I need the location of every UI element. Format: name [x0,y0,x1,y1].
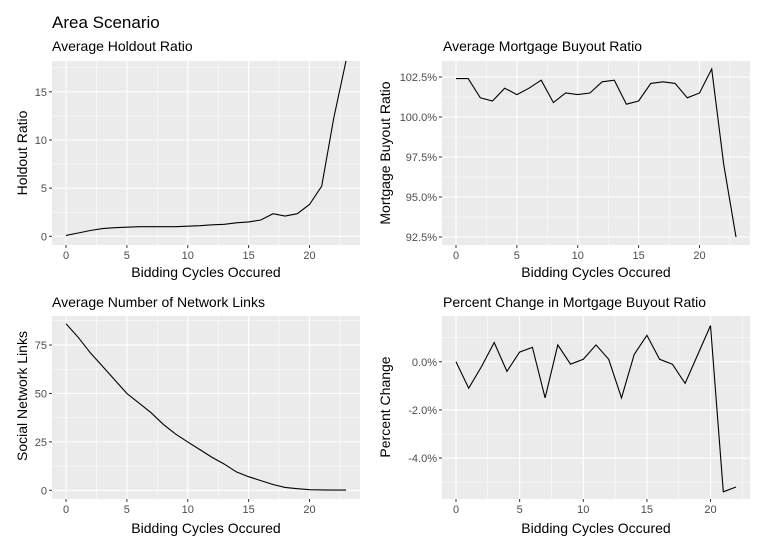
x-tick-label: 0 [453,504,459,516]
x-axis-title: Bidding Cycles Occured [521,264,670,280]
x-tick-label: 20 [303,504,315,516]
y-axis-title: Social Network Links [14,331,30,461]
y-tick-label: 0.0% [412,357,437,369]
series-line [65,60,347,236]
panel-title: Average Number of Network Links [52,294,265,310]
x-tick-label: 20 [303,250,315,262]
chart-panel-2: 0 5 10 15 20 92.5% 95.0% 97.5% 100.0% 102.5% Avera… [377,38,750,280]
x-tick-label: 15 [242,504,254,516]
x-axis-title: Bidding Cycles Occured [131,264,280,280]
x-tick-label: 15 [242,250,254,262]
y-tick-label: 0 [41,231,47,243]
x-tick-label: 5 [517,504,523,516]
x-tick-label: 10 [182,250,194,262]
x-axis-title: Bidding Cycles Occured [521,520,670,536]
x-tick-label: 10 [182,504,194,516]
y-tick-label: -4.0% [408,453,437,465]
y-tick-label: 25 [35,437,47,449]
y-tick-label: 100.0% [400,112,438,124]
series-line [456,67,737,238]
y-tick-label: 75 [35,340,47,352]
y-axis-title: Holdout Ratio [14,110,30,195]
x-tick-label: 0 [63,250,69,262]
x-tick-label: 15 [632,250,644,262]
y-tick-label: 10 [35,135,47,147]
y-tick-label: 92.5% [406,232,437,244]
x-tick-label: 20 [704,504,716,516]
chart-panel-3: 0 5 10 15 20 0 25 50 75 Average Number of Network… [14,294,360,536]
panel-title: Average Holdout Ratio [52,38,193,54]
y-axis-title: Percent Change [377,356,393,457]
chart-panel-4: 0 5 10 15 20 -4.0% -2.0% 0.0% Percent Change in … [377,294,750,536]
x-tick-label: 5 [124,250,130,262]
panel-background [442,316,750,499]
y-axis-title: Mortgage Buyout Ratio [377,81,393,224]
x-tick-label: 15 [641,504,653,516]
series-line [455,325,737,493]
y-tick-label: 95.0% [406,192,437,204]
x-tick-label: 0 [453,250,459,262]
chart-panel-1: 0 5 10 15 20 0 5 10 15 Average Holdout Ratio Biddi… [14,38,360,280]
x-tick-label: 0 [63,504,69,516]
y-tick-label: 50 [35,388,47,400]
x-tick-label: 10 [572,250,584,262]
y-tick-label: 15 [35,87,47,99]
panel-background [52,61,360,245]
y-tick-label: -2.0% [408,405,437,417]
y-tick-label: 0 [41,485,47,497]
series-line [65,323,346,491]
panel-background [442,61,750,245]
y-tick-label: 97.5% [406,152,437,164]
panel-title: Percent Change in Mortgage Buyout Ratio [443,294,706,310]
panel-background [52,316,360,499]
main-title: Area Scenario [52,13,160,32]
x-tick-label: 5 [124,504,130,516]
y-tick-label: 5 [41,183,47,195]
x-tick-label: 20 [693,250,705,262]
x-axis-title: Bidding Cycles Occured [131,520,280,536]
panel-title: Average Mortgage Buyout Ratio [443,38,642,54]
x-tick-label: 5 [514,250,520,262]
y-tick-label: 102.5% [400,72,438,84]
x-tick-label: 10 [577,504,589,516]
